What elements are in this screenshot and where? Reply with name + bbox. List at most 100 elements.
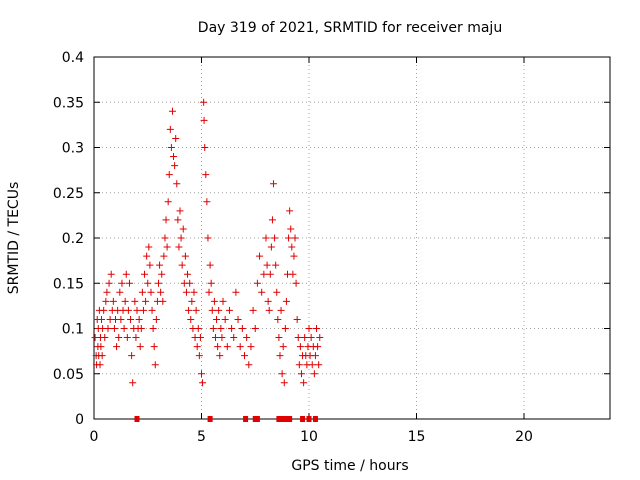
data-point: [206, 261, 214, 269]
data-point: [172, 134, 180, 142]
x-tick-label: 15: [408, 429, 426, 445]
data-point: [160, 252, 168, 260]
zero-marker: [300, 416, 306, 422]
data-point: [310, 370, 318, 378]
data-point: [171, 162, 179, 170]
data-point: [135, 315, 143, 323]
x-tick-label: 0: [90, 429, 99, 445]
data-point: [217, 325, 225, 332]
data-point: [307, 334, 315, 342]
data-point: [238, 325, 246, 332]
data-point: [290, 252, 298, 260]
data-point: [148, 306, 156, 314]
data-point: [138, 288, 146, 296]
data-point: [279, 343, 287, 351]
data-point: [286, 207, 294, 215]
zero-marker: [243, 416, 249, 422]
data-point: [203, 198, 211, 206]
data-point: [143, 252, 151, 260]
data-point: [168, 107, 176, 115]
y-tick-label: 0.35: [53, 95, 84, 111]
x-tick-label: 5: [197, 429, 206, 445]
data-point: [125, 279, 133, 287]
data-point: [316, 334, 324, 342]
y-tick-label: 0.25: [53, 186, 84, 202]
data-point: [296, 343, 304, 351]
axis-ticks: 0 0.05 0.1 0.15 0.2 0.25 0.3 0.35 0.4 0 5 10 15 20: [53, 50, 610, 445]
data-point: [266, 270, 274, 278]
y-tick-label: 0.2: [62, 231, 84, 247]
data-point: [122, 270, 130, 278]
data-point: [187, 315, 195, 323]
data-point: [308, 361, 316, 369]
data-point: [194, 325, 202, 332]
data-point: [118, 279, 126, 287]
data-point: [97, 343, 105, 351]
data-point: [136, 343, 144, 351]
data-point: [181, 252, 189, 260]
data-point: [260, 270, 268, 278]
data-point: [274, 315, 282, 323]
data-point: [253, 279, 261, 287]
data-point: [232, 288, 240, 296]
data-point: [230, 334, 238, 342]
data-point: [116, 288, 124, 296]
data-point: [141, 270, 149, 278]
data-point: [156, 261, 164, 269]
data-points: [91, 98, 324, 387]
data-point: [123, 334, 131, 342]
data-point: [164, 198, 172, 206]
data-point: [152, 315, 160, 323]
y-tick-label: 0: [75, 412, 84, 428]
data-point: [295, 361, 303, 369]
data-point: [163, 243, 171, 251]
x-axis-label: GPS time / hours: [291, 458, 408, 474]
y-tick-label: 0.1: [62, 322, 84, 338]
data-point: [178, 261, 186, 269]
data-point: [263, 261, 271, 269]
data-point: [177, 234, 185, 242]
data-point: [150, 343, 158, 351]
data-point: [236, 343, 244, 351]
data-point: [207, 279, 215, 287]
zero-marker: [287, 416, 293, 422]
y-tick-label: 0.15: [53, 276, 84, 292]
data-point: [158, 270, 166, 278]
data-point: [204, 234, 212, 242]
data-point: [287, 225, 295, 233]
data-point: [213, 315, 221, 323]
data-point: [285, 234, 293, 242]
zero-marker: [276, 416, 282, 422]
data-point: [223, 343, 231, 351]
data-point: [167, 144, 175, 151]
data-point: [219, 297, 227, 305]
data-point: [120, 325, 128, 332]
data-point: [201, 144, 209, 151]
zero-marker: [207, 416, 213, 422]
data-point: [175, 243, 183, 251]
data-point: [268, 216, 276, 224]
data-point: [147, 288, 155, 296]
data-point: [166, 125, 174, 133]
data-point: [300, 379, 308, 387]
data-point: [100, 306, 108, 314]
data-point: [265, 306, 273, 314]
data-point: [165, 171, 173, 179]
y-axis-label: SRMTID / TECUs: [6, 182, 22, 295]
data-point: [243, 334, 251, 342]
data-point: [117, 315, 125, 323]
data-point: [137, 325, 145, 332]
data-point: [182, 288, 190, 296]
data-point: [221, 315, 229, 323]
data-point: [272, 261, 280, 269]
y-tick-label: 0.05: [53, 367, 84, 383]
data-point: [101, 334, 109, 342]
data-point: [288, 243, 296, 251]
data-point: [192, 306, 200, 314]
data-point: [179, 225, 187, 233]
data-point: [216, 352, 224, 360]
data-point: [313, 325, 321, 332]
data-point: [151, 361, 159, 369]
data-point: [262, 234, 270, 242]
